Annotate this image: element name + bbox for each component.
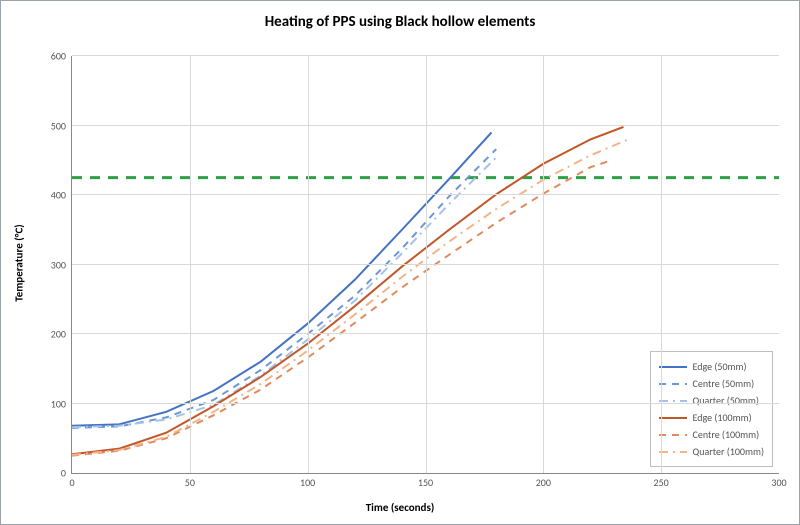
y-tick: 600 [51, 50, 72, 63]
legend-label: Quarter (50mm) [693, 394, 759, 407]
y-tick: 0 [61, 467, 72, 480]
x-tick: 100 [300, 476, 315, 489]
y-tick: 200 [51, 328, 72, 341]
legend-box: Edge (50mm) Centre (50mm) Quarter (50mm) Ed… [650, 351, 773, 467]
legend-item: Edge (50mm) [659, 358, 764, 375]
series-line [72, 149, 496, 428]
y-tick: 400 [51, 189, 72, 202]
legend-label: Centre (50mm) [693, 377, 755, 390]
x-tick: 250 [654, 476, 669, 489]
x-tick: 200 [536, 476, 551, 489]
x-tick: 300 [771, 476, 786, 489]
legend-label: Edge (50mm) [693, 360, 747, 373]
series-line [72, 127, 623, 454]
x-axis-label: Time (seconds) [366, 501, 435, 514]
legend-label: Edge (100mm) [693, 411, 752, 424]
chart-frame: Heating of PPS using Black hollow elemen… [0, 0, 800, 525]
legend-item: Edge (100mm) [659, 409, 764, 426]
legend-item: Centre (100mm) [659, 426, 764, 443]
y-tick: 300 [51, 258, 72, 271]
legend-label: Centre (100mm) [693, 428, 760, 441]
plot-area: Edge (50mm) Centre (50mm) Quarter (50mm) Ed… [71, 56, 779, 474]
y-tick: 100 [51, 397, 72, 410]
legend-item: Quarter (100mm) [659, 443, 764, 460]
chart-title: Heating of PPS using Black hollow elemen… [1, 1, 799, 31]
series-line [72, 139, 628, 455]
x-tick: 50 [185, 476, 195, 489]
x-tick: 150 [418, 476, 433, 489]
legend-label: Quarter (100mm) [693, 445, 764, 458]
y-axis-label: Temperature (°C) [13, 224, 26, 301]
y-tick: 500 [51, 119, 72, 132]
legend-item: Centre (50mm) [659, 375, 764, 392]
legend-item: Quarter (50mm) [659, 392, 764, 409]
